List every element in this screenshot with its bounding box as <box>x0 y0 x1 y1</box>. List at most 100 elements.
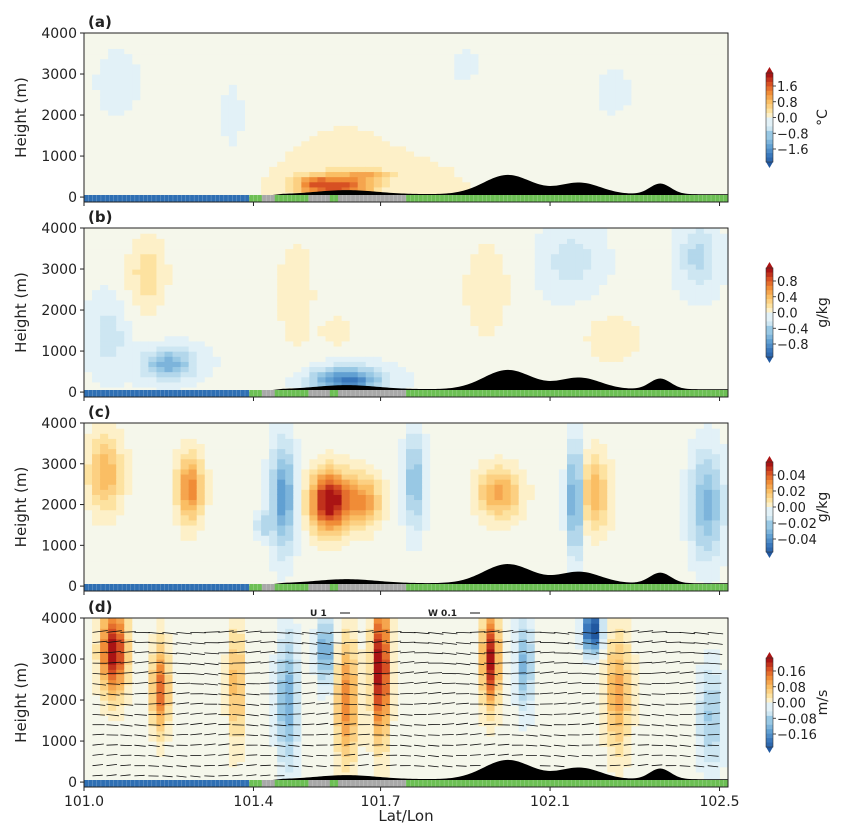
contour-cell <box>607 48 616 55</box>
contour-cell <box>454 156 463 162</box>
contour-cell <box>623 279 632 285</box>
contour-cell <box>639 330 649 337</box>
contour-cell <box>164 289 174 296</box>
contour-cell <box>381 176 391 183</box>
contour-cell <box>333 58 343 65</box>
contour-cell <box>349 253 359 260</box>
contour-cell <box>711 176 721 183</box>
contour-cell <box>397 335 407 342</box>
contour-cell <box>293 340 302 347</box>
contour-cell <box>454 161 463 167</box>
contour-cell <box>406 171 415 178</box>
colorbar-swatch <box>766 73 773 78</box>
contour-cell <box>607 356 616 362</box>
contour-cell <box>317 310 327 316</box>
contour-cell <box>116 156 125 162</box>
contour-cell <box>84 386 93 393</box>
contour-cell <box>245 38 254 44</box>
contour-cell <box>220 294 230 301</box>
contour-cell <box>333 361 343 368</box>
contour-cell <box>454 38 463 44</box>
contour-cell <box>526 243 536 250</box>
contour-cell <box>510 233 520 239</box>
contour-cell <box>647 74 657 80</box>
contour-cell <box>462 150 471 157</box>
contour-cell <box>116 228 125 234</box>
contour-cell <box>494 228 504 234</box>
contour-cell <box>647 79 657 85</box>
colorbar-tick-label: 0.0 <box>777 112 798 127</box>
contour-cell <box>269 253 278 260</box>
contour-cell <box>397 248 407 255</box>
contour-cell <box>317 299 327 306</box>
contour-cell <box>414 84 423 90</box>
contour-cell <box>188 125 198 132</box>
contour-cell <box>695 43 705 49</box>
contour-cell <box>261 304 270 311</box>
contour-cell <box>486 325 496 332</box>
contour-cell <box>204 315 214 321</box>
contour-cell <box>719 104 729 111</box>
contour-cell <box>422 258 431 265</box>
contour-cell <box>567 284 576 291</box>
contour-cell <box>132 274 141 280</box>
contour-cell <box>92 125 101 132</box>
contour-cell <box>196 299 206 306</box>
contour-cell <box>518 279 528 285</box>
contour-cell <box>148 351 158 357</box>
contour-cell <box>389 294 399 301</box>
contour-cell <box>317 58 327 65</box>
contour-cell <box>333 310 343 316</box>
contour-cell <box>212 284 222 291</box>
contour-cell <box>261 371 270 378</box>
contour-cell <box>245 356 254 362</box>
contour-cell <box>486 228 496 234</box>
contour-cell <box>341 140 351 147</box>
contour-cell <box>389 135 399 142</box>
contour-cell <box>285 284 294 291</box>
contour-cell <box>422 263 431 270</box>
contour-cell <box>172 381 182 388</box>
contour-cell <box>164 38 174 44</box>
contour-cell <box>148 94 158 101</box>
contour-cell <box>261 238 270 244</box>
contour-cell <box>639 130 649 137</box>
contour-cell <box>631 115 641 121</box>
contour-cell <box>599 145 608 152</box>
contour-cell <box>534 294 544 301</box>
contour-cell <box>124 356 133 362</box>
contour-cell <box>333 145 343 152</box>
contour-cell <box>333 140 343 147</box>
contour-cell <box>631 258 641 265</box>
contour-cell <box>180 228 190 234</box>
contour-cell <box>269 191 278 198</box>
contour-cell <box>599 115 608 121</box>
contour-cell <box>196 253 206 260</box>
contour-cell <box>470 74 480 80</box>
contour-cell <box>430 274 439 280</box>
contour-cell <box>156 238 166 244</box>
contour-cell <box>116 99 125 106</box>
contour-cell <box>309 351 319 357</box>
contour-cell <box>655 74 665 80</box>
contour-cell <box>108 191 117 198</box>
contour-cell <box>470 33 480 39</box>
contour-cell <box>454 381 463 388</box>
contour-cell <box>180 53 190 60</box>
contour-cell <box>108 186 117 193</box>
contour-cell <box>679 74 689 80</box>
contour-cell <box>518 304 528 311</box>
contour-cell <box>558 109 568 116</box>
contour-cell <box>180 310 190 316</box>
contour-cell <box>365 284 375 291</box>
contour-cell <box>124 366 133 373</box>
contour-cell <box>301 161 310 167</box>
contour-cell <box>478 43 488 49</box>
contour-cell <box>478 94 488 101</box>
contour-cell <box>92 120 101 126</box>
contour-cell <box>397 376 407 383</box>
contour-cell <box>180 304 190 311</box>
contour-cell <box>100 258 109 265</box>
contour-cell <box>309 63 319 70</box>
contour-cell <box>558 320 568 327</box>
